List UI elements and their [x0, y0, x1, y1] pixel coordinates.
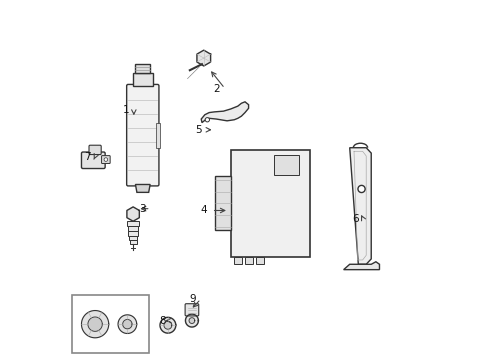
Polygon shape	[186, 314, 198, 327]
Circle shape	[358, 185, 365, 193]
Polygon shape	[135, 184, 150, 192]
Polygon shape	[88, 317, 102, 331]
Polygon shape	[189, 318, 195, 323]
Text: 4: 4	[200, 206, 207, 216]
FancyBboxPatch shape	[126, 85, 159, 186]
Bar	[133, 73, 152, 86]
Bar	[129, 240, 137, 244]
Bar	[274, 155, 299, 175]
Bar	[135, 64, 150, 73]
Bar	[215, 176, 231, 230]
Text: 5: 5	[195, 125, 202, 135]
Bar	[72, 296, 149, 353]
Text: 2: 2	[214, 84, 220, 94]
Bar	[128, 231, 138, 235]
Polygon shape	[118, 315, 137, 333]
Bar	[234, 257, 242, 264]
Circle shape	[104, 158, 108, 161]
Text: 8: 8	[159, 316, 166, 325]
Text: 1: 1	[122, 105, 129, 115]
Text: 7: 7	[84, 152, 91, 162]
FancyBboxPatch shape	[185, 304, 199, 316]
Text: 6: 6	[352, 215, 359, 224]
Text: 3: 3	[140, 204, 146, 214]
Polygon shape	[201, 102, 248, 123]
Polygon shape	[343, 262, 379, 270]
FancyBboxPatch shape	[89, 145, 101, 154]
Bar	[128, 226, 138, 231]
Polygon shape	[122, 320, 132, 329]
Polygon shape	[350, 148, 371, 264]
Bar	[127, 221, 139, 226]
Polygon shape	[127, 207, 139, 221]
Bar	[231, 149, 310, 257]
Polygon shape	[197, 50, 211, 66]
FancyBboxPatch shape	[101, 156, 110, 163]
Polygon shape	[164, 321, 172, 329]
Polygon shape	[160, 318, 176, 333]
Text: 9: 9	[190, 294, 196, 304]
Bar	[245, 257, 253, 264]
FancyBboxPatch shape	[81, 152, 105, 168]
Bar	[129, 235, 137, 240]
Bar	[256, 257, 264, 264]
Circle shape	[205, 118, 210, 122]
Polygon shape	[81, 311, 109, 338]
Bar	[156, 123, 160, 148]
